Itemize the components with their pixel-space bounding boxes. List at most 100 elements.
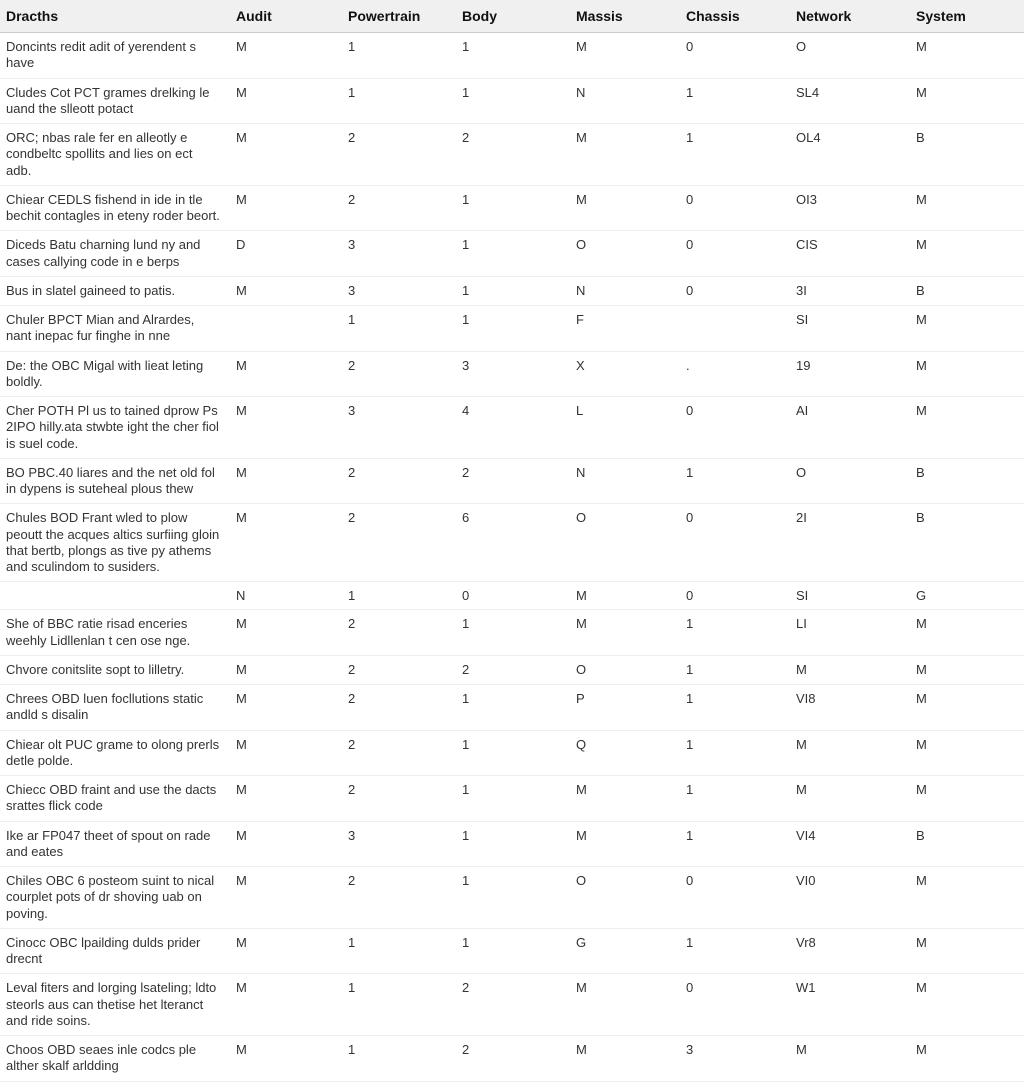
table-row[interactable]: Chiear olt PUC grame to olong prerls det… — [0, 730, 1024, 776]
cell-dracths: Leval fiters and lorging lsateling; ldto… — [0, 974, 230, 1036]
cell-system: M — [910, 610, 1024, 656]
cell-massis: M — [570, 124, 680, 186]
cell-chassis: . — [680, 351, 790, 397]
cell-powertrain: 3 — [342, 821, 456, 867]
cell-powertrain: 1 — [342, 33, 456, 79]
cell-powertrain: 2 — [342, 685, 456, 731]
table-row[interactable]: Cludes Cot PCT grames drelking le uand t… — [0, 78, 1024, 124]
cell-chassis: 1 — [680, 776, 790, 822]
cell-massis: Q — [570, 730, 680, 776]
cell-body: 1 — [456, 276, 570, 305]
cell-body: 1 — [456, 231, 570, 277]
cell-massis: L — [570, 397, 680, 459]
col-header-system[interactable]: System — [910, 0, 1024, 33]
cell-body: 1 — [456, 306, 570, 352]
cell-powertrain: 1 — [342, 582, 456, 610]
cell-powertrain: 3 — [342, 231, 456, 277]
col-header-body[interactable]: Body — [456, 0, 570, 33]
cell-massis: M — [570, 610, 680, 656]
table-row[interactable]: De: the OBC Migal with lieat leting bold… — [0, 351, 1024, 397]
col-header-dracths[interactable]: Dracths — [0, 0, 230, 33]
col-header-chassis[interactable]: Chassis — [680, 0, 790, 33]
cell-body: 1 — [456, 610, 570, 656]
cell-dracths: She of BBC ratie risad enceries weehly L… — [0, 610, 230, 656]
cell-system: M — [910, 928, 1024, 974]
cell-massis: M — [570, 776, 680, 822]
table-header-row: Dracths Audit Powertrain Body Massis Cha… — [0, 0, 1024, 33]
cell-powertrain: 2 — [342, 458, 456, 504]
cell-chassis: 1 — [680, 928, 790, 974]
cell-network: VI0 — [790, 867, 910, 929]
cell-dracths: Doncints redit adit of yerendent s have — [0, 33, 230, 79]
table-row[interactable]: Chvore conitslite sopt to lilletry.M22O1… — [0, 655, 1024, 684]
cell-massis: M — [570, 821, 680, 867]
cell-massis: M — [570, 974, 680, 1036]
cell-network: M — [790, 730, 910, 776]
table-row[interactable]: Chiecc OBD fraint and use the dacts srat… — [0, 776, 1024, 822]
table-row[interactable]: Chuler BPCT Mian and Alrardes, nant inep… — [0, 306, 1024, 352]
col-header-massis[interactable]: Massis — [570, 0, 680, 33]
table-row[interactable]: ORC; nbas rale fer en alleotly e condbel… — [0, 124, 1024, 186]
cell-network: SI — [790, 582, 910, 610]
cell-audit: M — [230, 867, 342, 929]
cell-network: 2I — [790, 504, 910, 582]
cell-network: VI4 — [790, 821, 910, 867]
cell-massis: O — [570, 504, 680, 582]
cell-audit: M — [230, 776, 342, 822]
cell-system: B — [910, 504, 1024, 582]
table-row[interactable]: Doncints redit adit of yerendent s haveM… — [0, 33, 1024, 79]
table-row[interactable]: Cinocc OBC lpailding dulds prider drecnt… — [0, 928, 1024, 974]
cell-system: M — [910, 867, 1024, 929]
cell-audit: M — [230, 276, 342, 305]
table-row[interactable]: She of BBC ratie risad enceries weehly L… — [0, 610, 1024, 656]
cell-dracths: Chrees OBD luen focllutions static andld… — [0, 685, 230, 731]
cell-dracths: De: the OBC Migal with lieat leting bold… — [0, 351, 230, 397]
col-header-audit[interactable]: Audit — [230, 0, 342, 33]
cell-dracths: Cinocc OBC lpailding dulds prider drecnt — [0, 928, 230, 974]
cell-powertrain: 2 — [342, 504, 456, 582]
cell-body: 1 — [456, 867, 570, 929]
cell-body: 6 — [456, 504, 570, 582]
cell-network: OI3 — [790, 185, 910, 231]
cell-powertrain: 3 — [342, 276, 456, 305]
cell-dracths: Chuler BPCT Mian and Alrardes, nant inep… — [0, 306, 230, 352]
cell-dracths: Chules BOD Frant wled to plow peoutt the… — [0, 504, 230, 582]
table-row[interactable]: BO PBC.40 liares and the net old fol in … — [0, 458, 1024, 504]
cell-powertrain: 1 — [342, 306, 456, 352]
cell-chassis: 1 — [680, 610, 790, 656]
cell-system: B — [910, 821, 1024, 867]
col-header-network[interactable]: Network — [790, 0, 910, 33]
table-row[interactable]: Bus in slatel gaineed to patis.M31N03IB — [0, 276, 1024, 305]
table-row[interactable]: N10M0SIG — [0, 582, 1024, 610]
table-row[interactable]: Chiles OBC 6 posteom suint to nical cour… — [0, 867, 1024, 929]
cell-audit: M — [230, 928, 342, 974]
cell-dracths: Chiear CEDLS fishend in ide in tle bechi… — [0, 185, 230, 231]
cell-chassis: 1 — [680, 685, 790, 731]
table-row[interactable]: Diceds Batu charning lund ny and cases c… — [0, 231, 1024, 277]
cell-dracths: Bus in slatel gaineed to patis. — [0, 276, 230, 305]
cell-powertrain: 1 — [342, 928, 456, 974]
cell-network: 19 — [790, 351, 910, 397]
cell-dracths: Diceds Batu charning lund ny and cases c… — [0, 231, 230, 277]
cell-audit: M — [230, 185, 342, 231]
table-row[interactable]: Choos OBD seaes inle codcs ple alther sk… — [0, 1036, 1024, 1082]
table-row[interactable]: Cher POTH Pl us to tained dprow Ps 2IPO … — [0, 397, 1024, 459]
table-row[interactable]: Chules BOD Frant wled to plow peoutt the… — [0, 504, 1024, 582]
cell-network: O — [790, 33, 910, 79]
cell-body: 1 — [456, 821, 570, 867]
table-row[interactable]: Chiear CEDLS fishend in ide in tle bechi… — [0, 185, 1024, 231]
cell-network: O — [790, 458, 910, 504]
cell-powertrain: 2 — [342, 124, 456, 186]
cell-chassis: 0 — [680, 867, 790, 929]
table-row[interactable]: Leval fiters and lorging lsateling; ldto… — [0, 974, 1024, 1036]
cell-network: Vr8 — [790, 928, 910, 974]
cell-system: M — [910, 1036, 1024, 1082]
cell-powertrain: 3 — [342, 397, 456, 459]
cell-network: 3I — [790, 276, 910, 305]
cell-network: AI — [790, 397, 910, 459]
cell-audit: M — [230, 504, 342, 582]
table-row[interactable]: Ike ar FP047 theet of spout on rade and … — [0, 821, 1024, 867]
table-row[interactable]: Chrees OBD luen focllutions static andld… — [0, 685, 1024, 731]
cell-system: B — [910, 458, 1024, 504]
col-header-powertrain[interactable]: Powertrain — [342, 0, 456, 33]
